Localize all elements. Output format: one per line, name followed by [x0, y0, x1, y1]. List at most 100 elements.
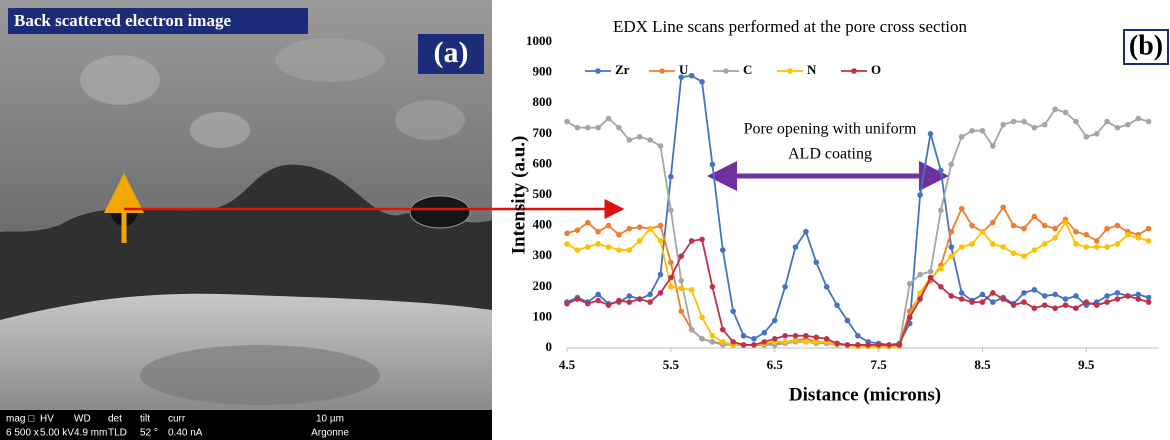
- data-point: [637, 296, 643, 302]
- data-point: [595, 125, 601, 131]
- data-point: [575, 227, 581, 233]
- data-point: [1021, 290, 1027, 296]
- data-point: [917, 192, 923, 198]
- data-point: [637, 224, 643, 230]
- data-point: [928, 275, 934, 281]
- data-point: [855, 342, 861, 348]
- data-point: [762, 330, 768, 336]
- data-point: [948, 253, 954, 259]
- data-point: [637, 134, 643, 140]
- data-point: [959, 244, 965, 250]
- data-point: [834, 302, 840, 308]
- data-point: [907, 281, 913, 287]
- data-point: [1125, 232, 1131, 238]
- data-point: [751, 342, 757, 348]
- data-point: [678, 308, 684, 314]
- data-point: [616, 232, 622, 238]
- data-point: [689, 73, 695, 79]
- data-point: [959, 290, 965, 296]
- data-point: [948, 244, 954, 250]
- data-point: [751, 336, 757, 342]
- data-point: [907, 315, 913, 321]
- legend-marker: [851, 68, 857, 74]
- data-point: [1104, 299, 1110, 305]
- data-point: [917, 296, 923, 302]
- data-point: [1052, 305, 1058, 311]
- y-tick-label: 600: [533, 155, 553, 170]
- data-point: [595, 292, 601, 298]
- figure: Back scattered electron image (a) 10 µm …: [0, 0, 1170, 440]
- data-point: [699, 237, 705, 243]
- data-point: [1063, 302, 1069, 308]
- data-point: [627, 247, 633, 253]
- data-point: [1135, 116, 1141, 122]
- legend-marker: [787, 68, 793, 74]
- legend-label: U: [679, 62, 689, 77]
- data-point: [595, 298, 601, 304]
- data-point: [699, 79, 705, 85]
- data-point: [678, 278, 684, 284]
- data-point: [980, 299, 986, 305]
- data-point: [689, 287, 695, 293]
- data-point: [647, 292, 653, 298]
- y-tick-label: 100: [533, 308, 553, 323]
- data-point: [980, 292, 986, 298]
- data-point: [782, 284, 788, 290]
- data-point: [658, 290, 664, 296]
- data-point: [1083, 134, 1089, 140]
- panel-label: (b): [1129, 30, 1163, 61]
- data-point: [1125, 122, 1131, 128]
- data-point: [710, 284, 716, 290]
- data-point: [980, 229, 986, 235]
- data-point: [845, 318, 851, 324]
- data-point: [772, 336, 778, 342]
- info-header: WD: [74, 414, 91, 425]
- data-point: [564, 301, 570, 307]
- lab-name: Argonne: [311, 428, 349, 439]
- data-point: [595, 229, 601, 235]
- y-tick-label: 0: [546, 339, 553, 354]
- data-point: [834, 341, 840, 347]
- data-point: [606, 223, 612, 229]
- x-tick-label: 7.5: [870, 357, 887, 372]
- data-point: [1011, 250, 1017, 256]
- data-point: [886, 342, 892, 348]
- panel-label: (a): [434, 36, 469, 69]
- data-point: [1115, 296, 1121, 302]
- data-point: [1104, 293, 1110, 299]
- data-point: [803, 333, 809, 339]
- data-point: [782, 333, 788, 339]
- y-tick-label: 700: [533, 125, 553, 140]
- sem-texture: [275, 38, 385, 82]
- y-tick-label: 200: [533, 278, 553, 293]
- info-header: tilt: [140, 414, 150, 425]
- data-point: [990, 299, 996, 305]
- data-point: [1000, 122, 1006, 128]
- data-point: [1021, 226, 1027, 232]
- data-point: [845, 342, 851, 348]
- data-point: [1094, 302, 1100, 308]
- legend-marker: [595, 68, 601, 74]
- sem-texture: [140, 345, 380, 405]
- data-point: [813, 260, 819, 266]
- data-point: [668, 284, 674, 290]
- data-point: [990, 143, 996, 149]
- data-point: [585, 220, 591, 226]
- data-point: [575, 247, 581, 253]
- data-point: [1094, 244, 1100, 250]
- sem-texture: [190, 112, 250, 148]
- data-point: [1052, 226, 1058, 232]
- data-point: [1146, 299, 1152, 305]
- data-point: [564, 230, 570, 236]
- data-point: [627, 299, 633, 305]
- data-point: [959, 296, 965, 302]
- data-point: [585, 301, 591, 307]
- info-value: 6 500 x: [6, 428, 39, 439]
- y-axis-label: Intensity (a.u.): [508, 136, 529, 255]
- data-point: [647, 226, 653, 232]
- info-value: 5.00 kV: [40, 428, 74, 439]
- data-point: [720, 327, 726, 333]
- data-point: [564, 241, 570, 247]
- data-point: [938, 266, 944, 272]
- data-point: [699, 315, 705, 321]
